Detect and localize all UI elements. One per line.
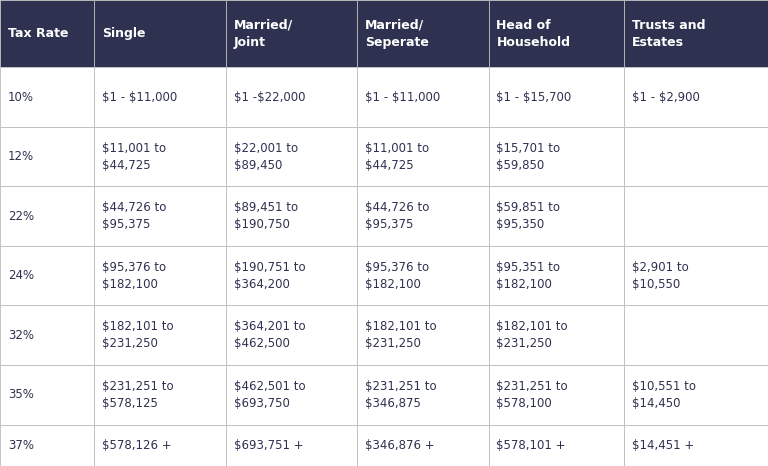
Bar [0,246,94,306]
Bar [624,425,768,466]
Text: \$578,126 +: \$578,126 + [102,439,172,452]
Text: \$95,376 to
\$182,100: \$95,376 to \$182,100 [365,260,429,291]
Text: \$231,251 to
\$578,100: \$231,251 to \$578,100 [496,380,568,410]
Bar [94,67,226,127]
Text: 24%: 24% [8,269,34,282]
Bar [0,365,94,425]
Text: \$1 -\$22,000: \$1 -\$22,000 [233,90,305,103]
Bar [357,67,488,127]
Text: \$346,876 +: \$346,876 + [365,439,435,452]
Bar [94,186,226,246]
Text: \$10,551 to
\$14,450: \$10,551 to \$14,450 [632,380,696,410]
Bar [0,186,94,246]
Bar [488,127,624,186]
Text: \$44,726 to
\$95,375: \$44,726 to \$95,375 [365,201,429,231]
Text: 12%: 12% [8,150,34,163]
Bar [488,246,624,306]
Bar [226,0,357,67]
Text: \$1 - \$15,700: \$1 - \$15,700 [496,90,571,103]
Bar [488,67,624,127]
Text: \$44,726 to
\$95,375: \$44,726 to \$95,375 [102,201,167,231]
Bar [624,0,768,67]
Text: \$1 - \$11,000: \$1 - \$11,000 [102,90,177,103]
Bar [357,246,488,306]
Text: \$11,001 to
\$44,725: \$11,001 to \$44,725 [365,142,429,171]
Bar [94,306,226,365]
Bar [488,425,624,466]
Text: \$182,101 to
\$231,250: \$182,101 to \$231,250 [102,320,174,350]
Bar [0,425,94,466]
Text: \$95,376 to
\$182,100: \$95,376 to \$182,100 [102,260,166,291]
Text: \$11,001 to
\$44,725: \$11,001 to \$44,725 [102,142,166,171]
Text: 22%: 22% [8,210,34,223]
Text: \$15,701 to
\$59,850: \$15,701 to \$59,850 [496,142,561,171]
Bar [488,365,624,425]
Bar [226,186,357,246]
Bar [488,306,624,365]
Text: Tax Rate: Tax Rate [8,27,68,40]
Bar [357,127,488,186]
Text: 37%: 37% [8,439,34,452]
Text: \$95,351 to
\$182,100: \$95,351 to \$182,100 [496,260,561,291]
Bar [624,67,768,127]
Bar [357,186,488,246]
Text: 35%: 35% [8,388,34,401]
Bar [226,306,357,365]
Bar [357,365,488,425]
Bar [357,306,488,365]
Bar [624,246,768,306]
Text: \$231,251 to
\$346,875: \$231,251 to \$346,875 [365,380,437,410]
Text: \$22,001 to
\$89,450: \$22,001 to \$89,450 [233,142,298,171]
Bar [94,425,226,466]
Bar [0,0,94,67]
Bar [624,127,768,186]
Text: \$1 - \$11,000: \$1 - \$11,000 [365,90,440,103]
Bar [226,425,357,466]
Bar [488,0,624,67]
Text: \$182,101 to
\$231,250: \$182,101 to \$231,250 [496,320,568,350]
Bar [624,306,768,365]
Bar [94,127,226,186]
Bar [226,246,357,306]
Text: \$578,101 +: \$578,101 + [496,439,566,452]
Bar [226,365,357,425]
Bar [94,365,226,425]
Bar [94,246,226,306]
Text: Single: Single [102,27,146,40]
Bar [0,67,94,127]
Text: \$231,251 to
\$578,125: \$231,251 to \$578,125 [102,380,174,410]
Bar [0,127,94,186]
Text: Married/
Joint: Married/ Joint [233,19,293,48]
Text: \$89,451 to
\$190,750: \$89,451 to \$190,750 [233,201,298,231]
Text: \$364,201 to
\$462,500: \$364,201 to \$462,500 [233,320,305,350]
Text: \$693,751 +: \$693,751 + [233,439,303,452]
Text: \$182,101 to
\$231,250: \$182,101 to \$231,250 [365,320,437,350]
Bar [94,0,226,67]
Text: \$59,851 to
\$95,350: \$59,851 to \$95,350 [496,201,561,231]
Text: \$1 - \$2,900: \$1 - \$2,900 [632,90,700,103]
Bar [226,127,357,186]
Text: Head of
Household: Head of Household [496,19,571,48]
Text: 32%: 32% [8,329,34,342]
Text: \$462,501 to
\$693,750: \$462,501 to \$693,750 [233,380,305,410]
Bar [624,365,768,425]
Text: Married/
Seperate: Married/ Seperate [365,19,429,48]
Bar [624,186,768,246]
Text: \$2,901 to
\$10,550: \$2,901 to \$10,550 [632,260,689,291]
Text: Trusts and
Estates: Trusts and Estates [632,19,706,48]
Bar [0,306,94,365]
Bar [357,425,488,466]
Bar [488,186,624,246]
Text: 10%: 10% [8,90,34,103]
Bar [357,0,488,67]
Text: \$190,751 to
\$364,200: \$190,751 to \$364,200 [233,260,305,291]
Text: \$14,451 +: \$14,451 + [632,439,694,452]
Bar [226,67,357,127]
